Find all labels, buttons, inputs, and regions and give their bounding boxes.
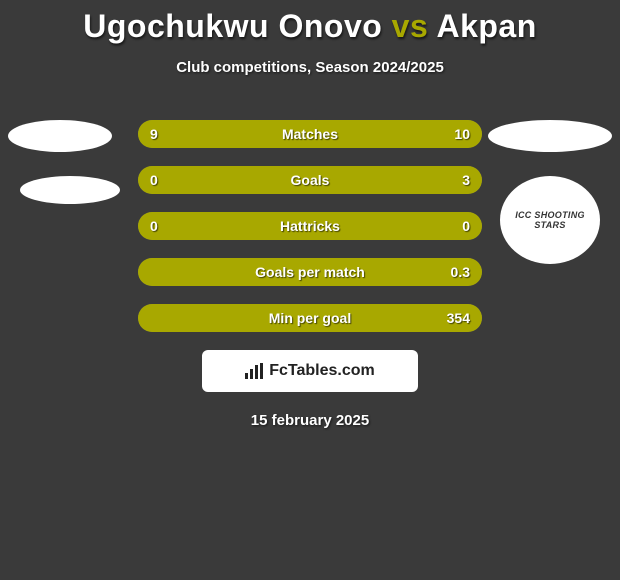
chart-icon — [245, 363, 263, 379]
stat-label: Goals — [138, 166, 482, 194]
footer-logo: FcTables.com — [202, 350, 418, 392]
stat-row: 03Goals — [138, 166, 482, 194]
stat-row: 0.3Goals per match — [138, 258, 482, 286]
avatar-left-2 — [20, 176, 120, 204]
stat-row: 910Matches — [138, 120, 482, 148]
stat-label: Hattricks — [138, 212, 482, 240]
title-player2: Akpan — [436, 8, 536, 44]
footer-logo-text: FcTables.com — [269, 362, 375, 380]
stat-row: 354Min per goal — [138, 304, 482, 332]
footer-date: 15 february 2025 — [0, 412, 620, 429]
page-title: Ugochukwu Onovo vs Akpan — [0, 0, 620, 45]
stat-row: 00Hattricks — [138, 212, 482, 240]
stats-container: 910Matches 03Goals 00Hattricks 0.3Goals per… — [138, 120, 482, 332]
title-player1: Ugochukwu Onovo — [83, 8, 382, 44]
stat-label: Min per goal — [138, 304, 482, 332]
stat-label: Matches — [138, 120, 482, 148]
club-badge-text: ICC SHOOTING STARS — [500, 210, 600, 230]
title-vs: vs — [392, 8, 429, 44]
avatar-left-1 — [8, 120, 112, 152]
club-badge-right: ICC SHOOTING STARS — [500, 176, 600, 264]
subtitle: Club competitions, Season 2024/2025 — [0, 59, 620, 76]
stat-label: Goals per match — [138, 258, 482, 286]
avatar-right-1 — [488, 120, 612, 152]
